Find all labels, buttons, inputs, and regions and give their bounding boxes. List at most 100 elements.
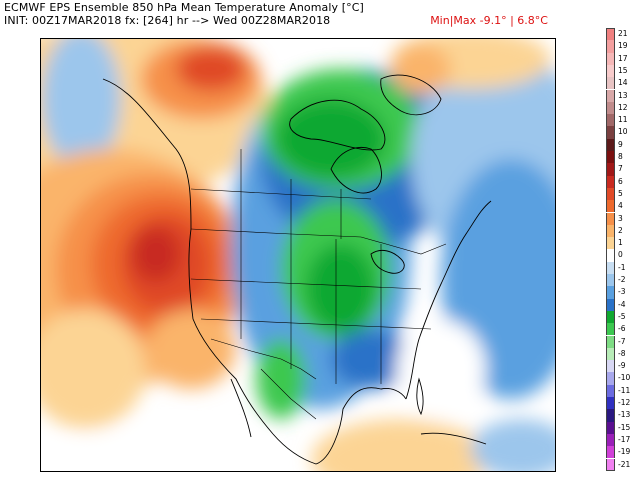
legend-swatch: [606, 77, 615, 90]
legend-swatch: [606, 286, 615, 299]
greenland: [380, 74, 442, 116]
legend-item: -19: [606, 446, 640, 459]
legend-swatch: [606, 52, 615, 65]
province-line-4: [190, 188, 372, 200]
legend-swatch: [606, 360, 615, 373]
legend-swatch: [606, 151, 615, 164]
arctic-islands: [289, 99, 386, 151]
legend-item: -17: [606, 433, 640, 447]
legend-swatch: [606, 298, 615, 311]
legend-label: 13: [618, 90, 628, 100]
legend-swatch: [606, 89, 615, 102]
legend-item: -10: [606, 372, 640, 385]
legend-swatch: [606, 175, 615, 188]
mexico-line: [260, 368, 317, 420]
legend-swatch: [606, 384, 615, 397]
legend-item: 5: [606, 187, 640, 201]
legend-item: -13: [606, 409, 640, 422]
legend-swatch: [606, 249, 615, 262]
gulf-coast: [272, 387, 407, 465]
legend-swatch: [606, 101, 615, 115]
legend-label: 6: [618, 176, 623, 186]
legend-swatch: [606, 397, 615, 410]
us-canada-border: [190, 228, 447, 255]
legend-label: -4: [618, 299, 626, 309]
legend-item: 8: [606, 151, 640, 164]
legend-item: 3: [606, 212, 640, 225]
legend-label: -9: [618, 361, 626, 371]
legend-label: 7: [618, 164, 623, 174]
legend-item: 11: [606, 114, 640, 127]
legend-label: 1: [618, 238, 623, 248]
legend-item: -9: [606, 360, 640, 373]
legend-label: -21: [618, 459, 631, 469]
legend-swatch: [606, 261, 615, 274]
legend-item: 10: [606, 126, 640, 139]
legend-swatch: [606, 446, 615, 459]
legend-item: -6: [606, 323, 640, 336]
anomaly-map: [40, 38, 556, 472]
legend-swatch: [606, 372, 615, 385]
legend-swatch: [606, 458, 615, 471]
legend-swatch: [606, 224, 615, 238]
legend-label: -17: [618, 434, 631, 444]
legend-label: 14: [618, 78, 628, 88]
coastlines: [102, 74, 492, 465]
legend-swatch: [606, 421, 615, 434]
legend-label: -3: [618, 287, 626, 297]
legend-label: -6: [618, 324, 626, 334]
legend-swatch: [606, 274, 615, 287]
legend-item: -5: [606, 310, 640, 324]
legend-item: -4: [606, 298, 640, 311]
legend-item: -1: [606, 261, 640, 274]
legend-item: 12: [606, 101, 640, 115]
us-mexico-border: [210, 338, 317, 380]
borders: [190, 149, 447, 420]
legend-label: -8: [618, 348, 626, 358]
legend-label: -13: [618, 410, 631, 420]
legend-label: -7: [618, 336, 626, 346]
legend-item: -21: [606, 458, 640, 471]
east-coast: [405, 200, 492, 400]
florida: [416, 377, 424, 416]
map-title: ECMWF EPS Ensemble 850 hPa Mean Temperat…: [4, 1, 364, 14]
init-time-label: INIT: 00Z17MAR2018 fx: [264] hr --> Wed …: [4, 14, 331, 27]
cuba: [420, 432, 487, 445]
legend-swatch: [606, 433, 615, 447]
legend-label: 5: [618, 188, 623, 198]
legend-swatch: [606, 126, 615, 139]
legend-item: 15: [606, 64, 640, 78]
legend-label: -12: [618, 398, 631, 407]
state-line-5: [190, 278, 422, 290]
legend-label: -2: [618, 275, 626, 284]
legend-item: -15: [606, 421, 640, 434]
legend-label: 4: [618, 201, 623, 211]
legend-swatch: [606, 212, 615, 225]
legend-label: -10: [618, 373, 631, 383]
legend-label: -5: [618, 311, 626, 321]
legend-label: -19: [618, 447, 631, 457]
state-line-6: [200, 318, 432, 330]
legend-swatch: [606, 335, 615, 348]
west-coast: [102, 78, 274, 435]
hudson-bay: [330, 147, 382, 194]
legend-item: -3: [606, 286, 640, 299]
legend-swatch: [606, 237, 615, 250]
legend-swatch: [606, 28, 615, 41]
legend-item: -7: [606, 335, 640, 348]
legend-label: 21: [618, 29, 628, 38]
legend-label: 10: [618, 127, 628, 137]
legend-item: -2: [606, 274, 640, 287]
legend-swatch: [606, 138, 615, 151]
great-lakes: [370, 249, 405, 274]
legend-swatch: [606, 187, 615, 201]
legend-swatch: [606, 114, 615, 127]
legend-label: -1: [618, 262, 626, 272]
legend-item: 0: [606, 249, 640, 262]
legend-swatch: [606, 163, 615, 176]
legend-item: 13: [606, 89, 640, 102]
legend-item: 17: [606, 52, 640, 65]
legend-item: 4: [606, 200, 640, 213]
legend-item: -8: [606, 347, 640, 361]
legend-label: 15: [618, 65, 628, 75]
